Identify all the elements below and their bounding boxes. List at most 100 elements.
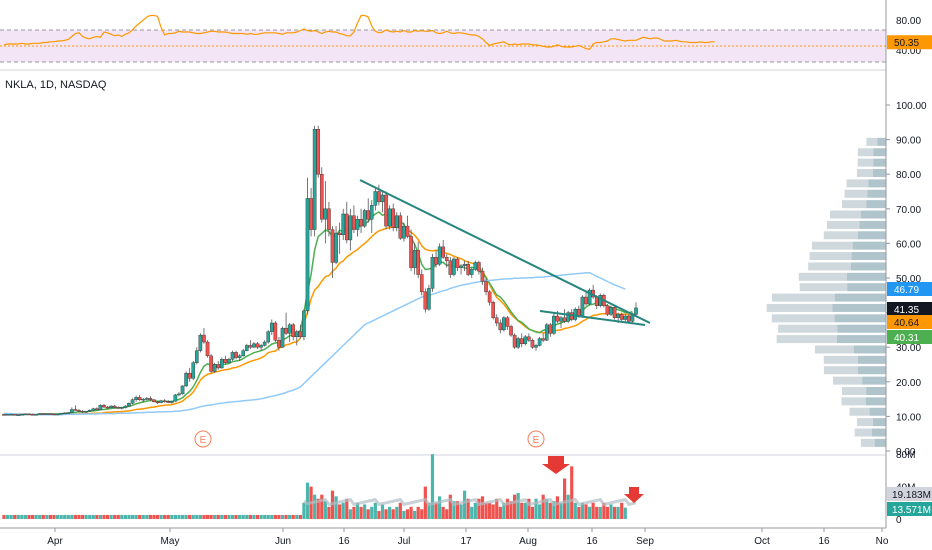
volume-bar [409,506,413,519]
candle-body [498,322,503,331]
volume-bar [63,514,67,519]
candle-body [109,405,113,408]
volume-bar [584,504,588,519]
volume-bar [420,509,424,519]
volume-bar [177,514,181,519]
candle-body [137,397,142,400]
candle-body [444,257,449,261]
trendline-lower[interactable] [539,310,646,326]
svg-text:41.35: 41.35 [894,305,919,316]
profile-bar [823,366,859,375]
time-tick-label: Oct [754,536,770,547]
volume-bar [209,514,213,519]
candle-body [394,215,399,229]
volume-bar [430,454,435,519]
candle-body [59,413,63,415]
earnings-marker[interactable]: E [527,430,545,448]
volume-bar [388,506,392,519]
profile-bar-value [866,200,886,209]
volume-bar [509,501,513,519]
volume-bar [580,502,585,519]
profile-bar [857,148,874,157]
volume-bar [248,514,252,519]
svg-text:13.571M: 13.571M [892,505,931,516]
time-tick-label: 16 [818,536,830,547]
profile-bar [766,303,833,312]
volume-bar [441,506,445,519]
candle-body [102,405,106,408]
volume-bar [184,514,188,519]
volume-bar [438,496,442,519]
candle-body [587,289,592,305]
candle-body [337,232,342,235]
candle-body [148,398,153,400]
candle-body [120,407,124,409]
volume-bar [170,514,174,519]
profile-bar [809,252,852,261]
candle-body [195,350,199,363]
candle-body [544,324,549,341]
volume-bar [245,514,249,519]
trendline-upper[interactable] [359,179,651,324]
volume-bar [288,514,292,519]
profile-bar-value [837,324,886,333]
volume-bar [384,509,388,519]
candle-body [455,258,460,268]
volume-bar [98,514,103,519]
volume-bar [23,514,28,519]
candle-body [505,317,510,327]
volume-bar [341,502,345,519]
volume-bar [334,496,338,519]
svg-text:50.35: 50.35 [894,38,919,49]
volume-bar [38,514,42,519]
price-value-tag: 40.31 [887,330,932,344]
volume-bar [620,502,624,519]
volume-bar [530,506,535,519]
volume-bar [338,504,342,519]
candle-body [177,393,181,396]
candle-body [480,270,485,282]
volume-bar [448,494,452,519]
volume-bar [73,514,78,519]
candle-body [216,364,221,369]
profile-bar-value [860,210,886,219]
candle-body [519,338,524,344]
time-axis[interactable]: Apr May Jun 16 Jul 17 Aug 16 Sep Oct 16 No [0,527,889,547]
volume-bar [145,514,149,519]
candle-body [312,129,317,230]
volume-bar [180,514,185,519]
candle-body [466,263,470,275]
candle-body [527,336,531,341]
volume-bar [363,504,367,519]
candle-body [230,352,235,360]
profile-bar [856,418,873,427]
candle-body [598,295,603,306]
volume-bar [552,501,556,519]
candle-body [255,343,260,348]
volume-bar [138,514,142,519]
candle-body [266,331,271,343]
earnings-marker[interactable]: E [194,430,212,448]
volume-bar [516,493,520,519]
candle-body [384,194,388,227]
volume-bar [605,506,610,519]
volume-bar [405,509,410,519]
candle-body [387,208,392,227]
profile-bar-value [857,231,886,240]
down-arrow-icon [542,456,570,474]
candle-body [155,401,160,404]
volume-bar [423,486,427,519]
candle-body [327,208,331,230]
rsi-tick-label: 80.00 [896,16,921,27]
candles [2,125,638,416]
candle-body [55,413,60,416]
candle-body [262,341,267,346]
rsi-value-tag: 50.35 [887,35,932,50]
time-tick-label: Jun [275,536,291,547]
candle-body [223,359,228,363]
time-tick-label: No [876,536,889,547]
candle-body [402,225,406,239]
volume-bar [80,514,85,519]
